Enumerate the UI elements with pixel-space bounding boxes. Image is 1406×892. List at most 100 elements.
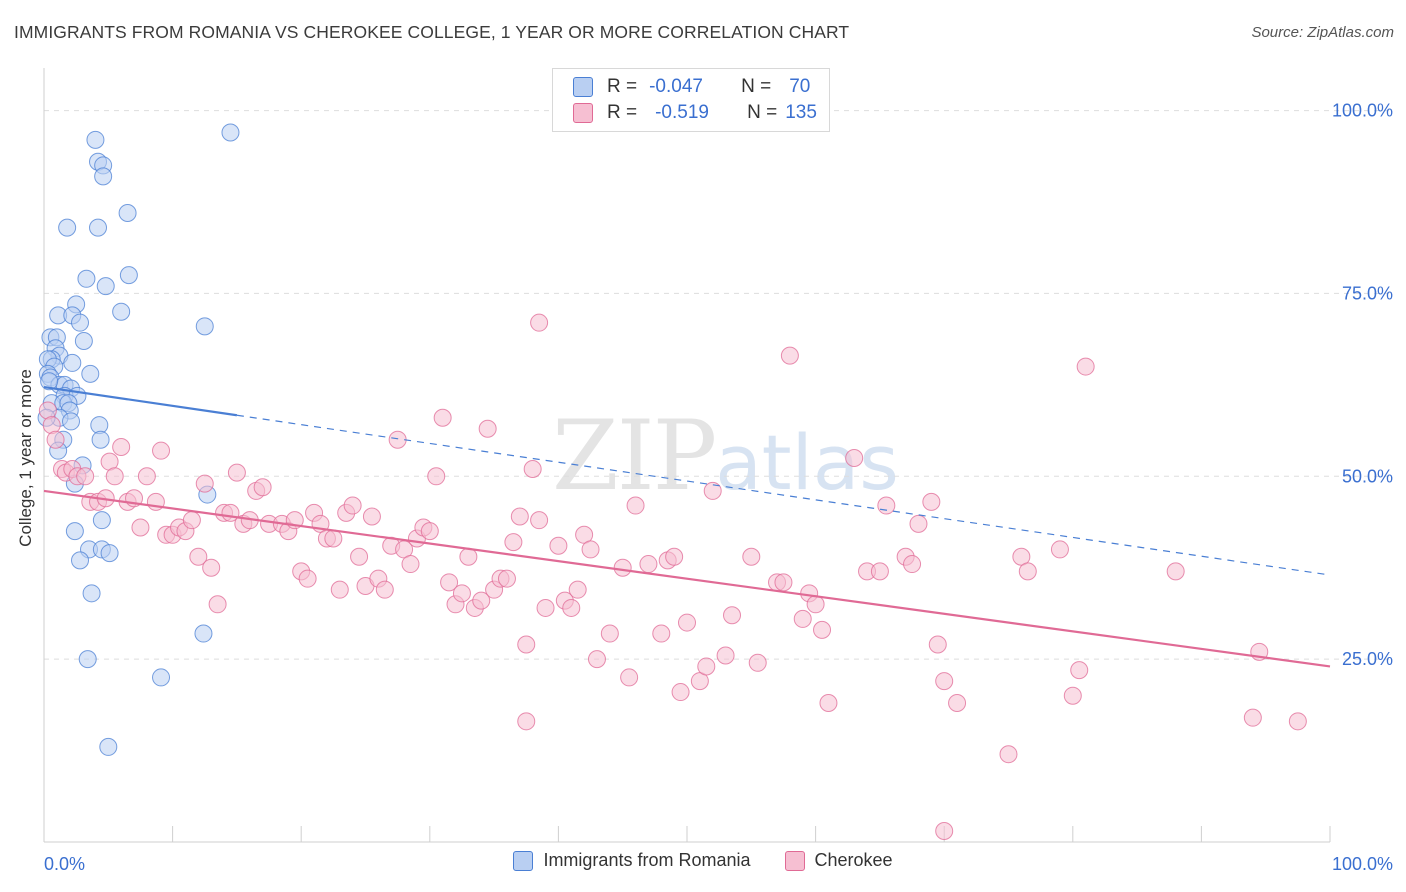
cherokee-point (549, 536, 568, 555)
romania-point (100, 544, 119, 563)
cherokee-point (202, 558, 221, 577)
cherokee-point (1050, 540, 1069, 559)
cherokee-point (182, 511, 201, 530)
cherokee-point (819, 694, 838, 713)
stats-n-value: 135 (785, 102, 817, 123)
legend-item-romania[interactable]: Immigrants from Romania (513, 850, 751, 871)
watermark: ZIPatlas (552, 400, 899, 512)
cherokee-point (999, 745, 1018, 764)
romania-point (96, 277, 115, 296)
romania-point (99, 737, 118, 756)
y-tick-label: 75.0% (1342, 283, 1393, 303)
cherokee-point (208, 595, 227, 614)
cherokee-point (459, 547, 478, 566)
cherokee-point (452, 584, 471, 603)
cherokee-point (105, 467, 124, 486)
cherokee-point (935, 672, 954, 691)
romania-point (62, 412, 81, 431)
cherokee-point (1076, 357, 1095, 376)
romania-point (74, 331, 93, 350)
cherokee-point (587, 650, 606, 669)
cherokee-point (909, 514, 928, 533)
cherokee-point (46, 430, 65, 449)
cherokee-point (870, 562, 889, 581)
stats-row-romania: R = -0.047 N = 70 (573, 75, 810, 99)
cherokee-point (152, 441, 171, 460)
chart-title: IMMIGRANTS FROM ROMANIA VS CHEROKEE COLL… (14, 22, 850, 42)
cherokee-point (253, 478, 272, 497)
stats-n-value: 70 (789, 76, 811, 97)
stats-r-value: -0.047 (649, 76, 703, 97)
cherokee-point (780, 346, 799, 365)
stats-n-label: N = (747, 102, 778, 123)
cherokee-point (877, 496, 896, 515)
source-label: Source: ZipAtlas.com (1251, 24, 1394, 41)
cherokee-point (793, 609, 812, 628)
cherokee-point (510, 507, 529, 526)
cherokee-point (195, 474, 214, 493)
romania-point (82, 584, 101, 603)
cherokee-point (440, 573, 459, 592)
romania-point (194, 624, 213, 643)
cherokee-point (420, 522, 439, 541)
romania-point (58, 218, 77, 237)
legend-label-cherokee: Cherokee (814, 850, 893, 870)
watermark-atlas: atlas (715, 418, 899, 507)
cherokee-point (375, 580, 394, 599)
cherokee-point (600, 624, 619, 643)
cherokee-point (472, 591, 491, 610)
cherokee-point (1018, 562, 1037, 581)
cherokee-point (562, 598, 581, 617)
romania-trend-line-dashed (236, 414, 1331, 576)
cherokee-point (678, 613, 696, 632)
cherokee-point (1166, 562, 1185, 581)
cherokee-point (523, 459, 542, 478)
cherokee-point (620, 668, 639, 687)
cherokee-point (517, 635, 536, 654)
cherokee-point (536, 598, 555, 617)
legend-item-cherokee[interactable]: Cherokee (784, 850, 893, 871)
cherokee-point (948, 694, 967, 713)
romania-point (77, 269, 96, 288)
stats-swatch-romania (573, 77, 593, 97)
cherokee-point (813, 620, 832, 639)
cherokee-point (189, 547, 208, 566)
cherokee-point (112, 438, 131, 457)
romania-point (71, 313, 90, 332)
legend-label-romania: Immigrants from Romania (543, 850, 751, 870)
cherokee-trend-line (43, 489, 1331, 668)
cherokee-point (504, 533, 523, 552)
romania-point (81, 364, 100, 383)
romania-point (92, 511, 111, 530)
romania-point (195, 317, 214, 336)
cherokee-point (671, 683, 690, 702)
cherokee-point (343, 496, 362, 515)
romania-point (118, 203, 137, 222)
cherokee-point (723, 606, 742, 625)
bottom-legend: Immigrants from Romania Cherokee (0, 850, 1406, 871)
cherokee-point (433, 408, 452, 427)
cherokee-point (626, 496, 645, 515)
cherokee-point (330, 580, 349, 599)
cherokee-point (427, 467, 446, 486)
romania-point (119, 266, 138, 285)
cherokee-point (568, 580, 587, 599)
romania-point (86, 130, 105, 149)
y-tick-label: 50.0% (1342, 466, 1393, 486)
cherokee-point (76, 467, 95, 486)
stats-legend: R = -0.047 N = 70 R = -0.519 N = 135 (552, 68, 830, 132)
cherokee-point (928, 635, 947, 654)
romania-point (112, 302, 131, 321)
cherokee-point (716, 646, 735, 665)
cherokee-point (401, 555, 420, 574)
cherokee-point (497, 569, 516, 588)
romania-point (71, 551, 90, 570)
cherokee-point (350, 547, 369, 566)
cherokee-point (613, 558, 632, 577)
cherokee-point (1288, 712, 1307, 731)
romania-point (91, 430, 110, 449)
cherokee-point (388, 430, 407, 449)
stats-r-value: -0.519 (655, 102, 709, 123)
watermark-zip: ZIP (552, 400, 717, 512)
cherokee-point (581, 540, 600, 559)
